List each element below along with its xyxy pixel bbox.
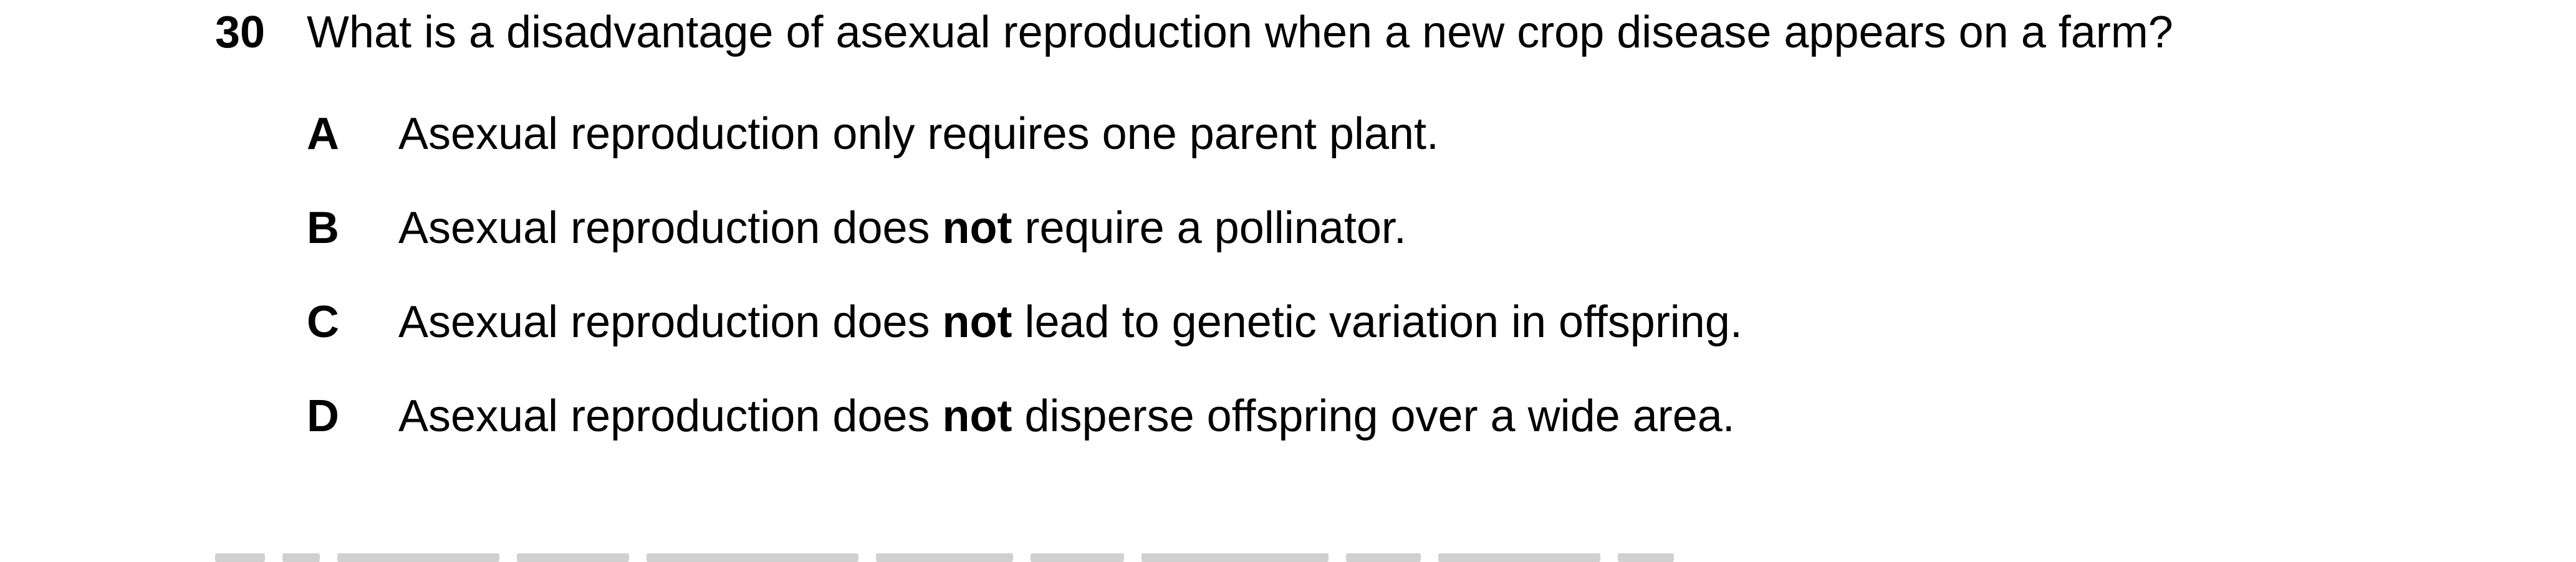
option-letter: B [307,203,339,253]
option-text: Asexual reproduction does not disperse o… [398,391,1735,441]
option-emphasis: not [942,203,1012,253]
option-text: Asexual reproduction does not require a … [398,203,1406,253]
option-text-start: Asexual reproduction does [398,391,943,441]
option-text-start: Asexual reproduction only requires one p… [398,109,1439,159]
option-emphasis: not [942,297,1012,347]
question-text: What is a disadvantage of asexual reprod… [307,7,2173,57]
option-text-end: require a pollinator. [1012,203,1406,253]
next-question-cut-off-line [215,553,2023,562]
option-text-end: disperse offspring over a wide area. [1012,391,1735,441]
option-text-end: lead to genetic variation in offspring. [1012,297,1742,347]
option-letter: C [307,297,339,347]
option-text-start: Asexual reproduction does [398,203,943,253]
option-emphasis: not [942,391,1012,441]
question-number: 30 [215,7,266,57]
option-letter: D [307,391,339,441]
option-text: Asexual reproduction does not lead to ge… [398,297,1742,347]
option-text: Asexual reproduction only requires one p… [398,109,1439,159]
option-text-start: Asexual reproduction does [398,297,943,347]
option-letter: A [307,109,339,159]
